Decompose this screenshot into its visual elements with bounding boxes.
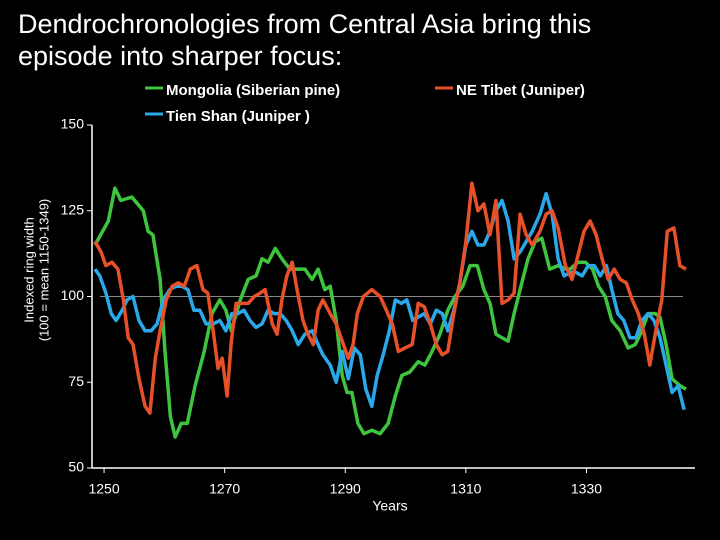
y-tick-label: 75 — [68, 373, 84, 389]
x-axis-label: Years — [372, 498, 407, 514]
x-tick-label: 1310 — [450, 481, 481, 497]
x-tick-label: 1290 — [330, 481, 361, 497]
x-tick-label: 1250 — [88, 481, 119, 497]
x-tick-label: 1330 — [571, 481, 602, 497]
x-tick-label: 1270 — [209, 481, 240, 497]
chart-title-line: episode into sharper focus: — [18, 41, 342, 71]
y-tick-label: 125 — [61, 201, 85, 217]
y-tick-label: 100 — [61, 287, 85, 303]
legend-label: Mongolia (Siberian pine) — [166, 82, 340, 99]
series-line — [93, 181, 687, 415]
chart-title-line: Dendrochronologies from Central Asia bri… — [18, 9, 591, 39]
legend-label: NE Tibet (Juniper) — [456, 82, 585, 99]
series-line — [93, 191, 686, 411]
y-tick-label: 150 — [61, 116, 85, 132]
y-axis-label-line: (100 = mean 1150-1349) — [36, 199, 51, 342]
y-axis-label-line: Indexed ring width — [21, 217, 36, 323]
legend-label: Tien Shan (Juniper ) — [166, 108, 310, 125]
series-line — [93, 186, 687, 439]
y-tick-label: 50 — [68, 459, 84, 475]
